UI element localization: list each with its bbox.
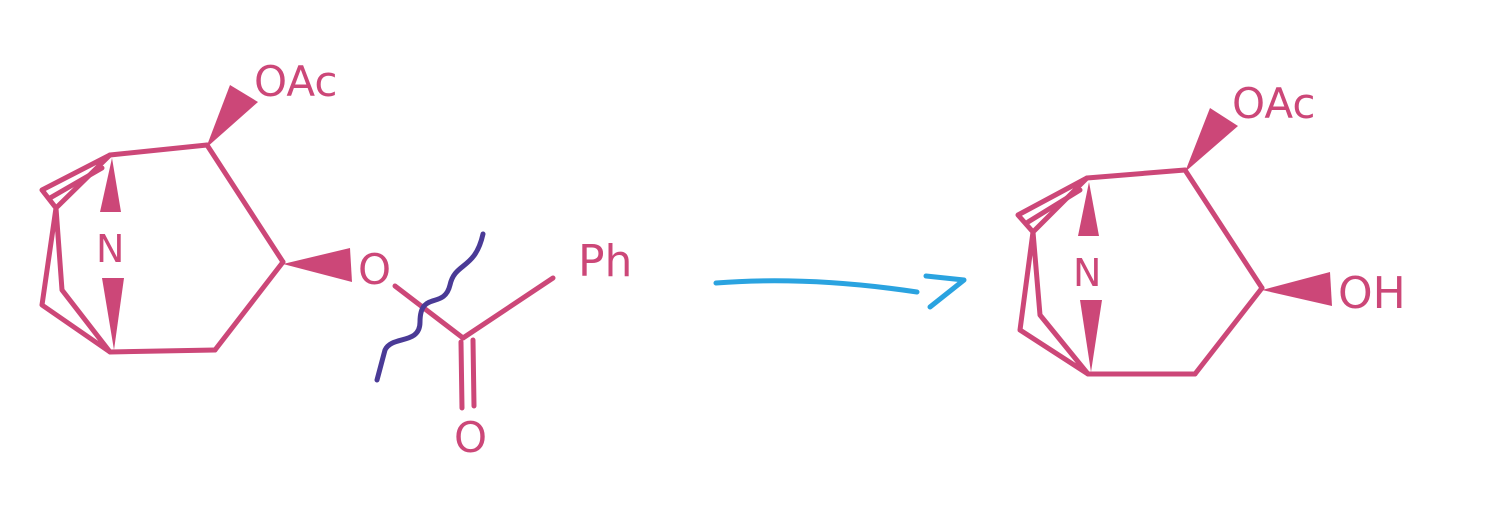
reactant-molecule: N OAc O O Ph — [39, 57, 632, 462]
reactant-bond-bottom — [107, 347, 218, 355]
reactant-nitrogen-label: N — [96, 227, 124, 271]
reactant-carbonyl-double-bond-b — [470, 337, 477, 409]
reactant-carbonyl-to-ph-bond — [460, 275, 556, 341]
product-left-bridge — [1015, 175, 1091, 377]
product-n-upper-wedge — [1078, 182, 1099, 236]
reactant-oac-wedge — [206, 85, 258, 148]
product-oh-wedge — [1262, 272, 1332, 306]
reactant-ester-o-wedge — [283, 248, 352, 282]
product-oac-label: OAc — [1232, 79, 1315, 128]
product-left-bridge-inner — [1025, 187, 1083, 225]
product-bond-right-upper — [1182, 167, 1265, 291]
reactant-carbonyl-double-bond-a — [458, 339, 465, 411]
product-nitrogen-label: N — [1073, 251, 1101, 295]
reactant-phenyl-label: Ph — [578, 236, 632, 287]
reactant-bond-right-upper — [204, 142, 286, 265]
reactant-o-to-carbonyl-bond — [392, 283, 466, 341]
reactant-left-bridge-inner — [47, 165, 105, 201]
reactant-carbonyl-oxygen-label: O — [454, 413, 487, 462]
product-hydroxyl-label: OH — [1338, 268, 1406, 319]
reactant-bond-right-lower — [212, 259, 286, 353]
product-oac-wedge — [1185, 108, 1238, 172]
product-bond-top — [1084, 167, 1188, 181]
reactant-n-upper-wedge — [100, 158, 121, 212]
reactant-oac-label: OAc — [254, 57, 337, 106]
reactant-left-bridge — [39, 152, 113, 355]
reaction-arrow-shaft — [713, 278, 920, 295]
hand-drawn-right-arrow-icon — [713, 273, 967, 310]
product-n-lower-wedge — [1080, 300, 1102, 372]
product-bond-right-lower — [1192, 285, 1265, 377]
product-molecule: N OAc OH — [1015, 79, 1406, 377]
reactant-n-lower-wedge — [102, 278, 124, 350]
wavy-bond-cleavage-mark-icon — [374, 231, 486, 383]
reaction-arrow-head — [923, 273, 967, 310]
reactant-bond-top — [107, 142, 210, 158]
reactant-ester-oxygen-label: O — [358, 245, 391, 294]
